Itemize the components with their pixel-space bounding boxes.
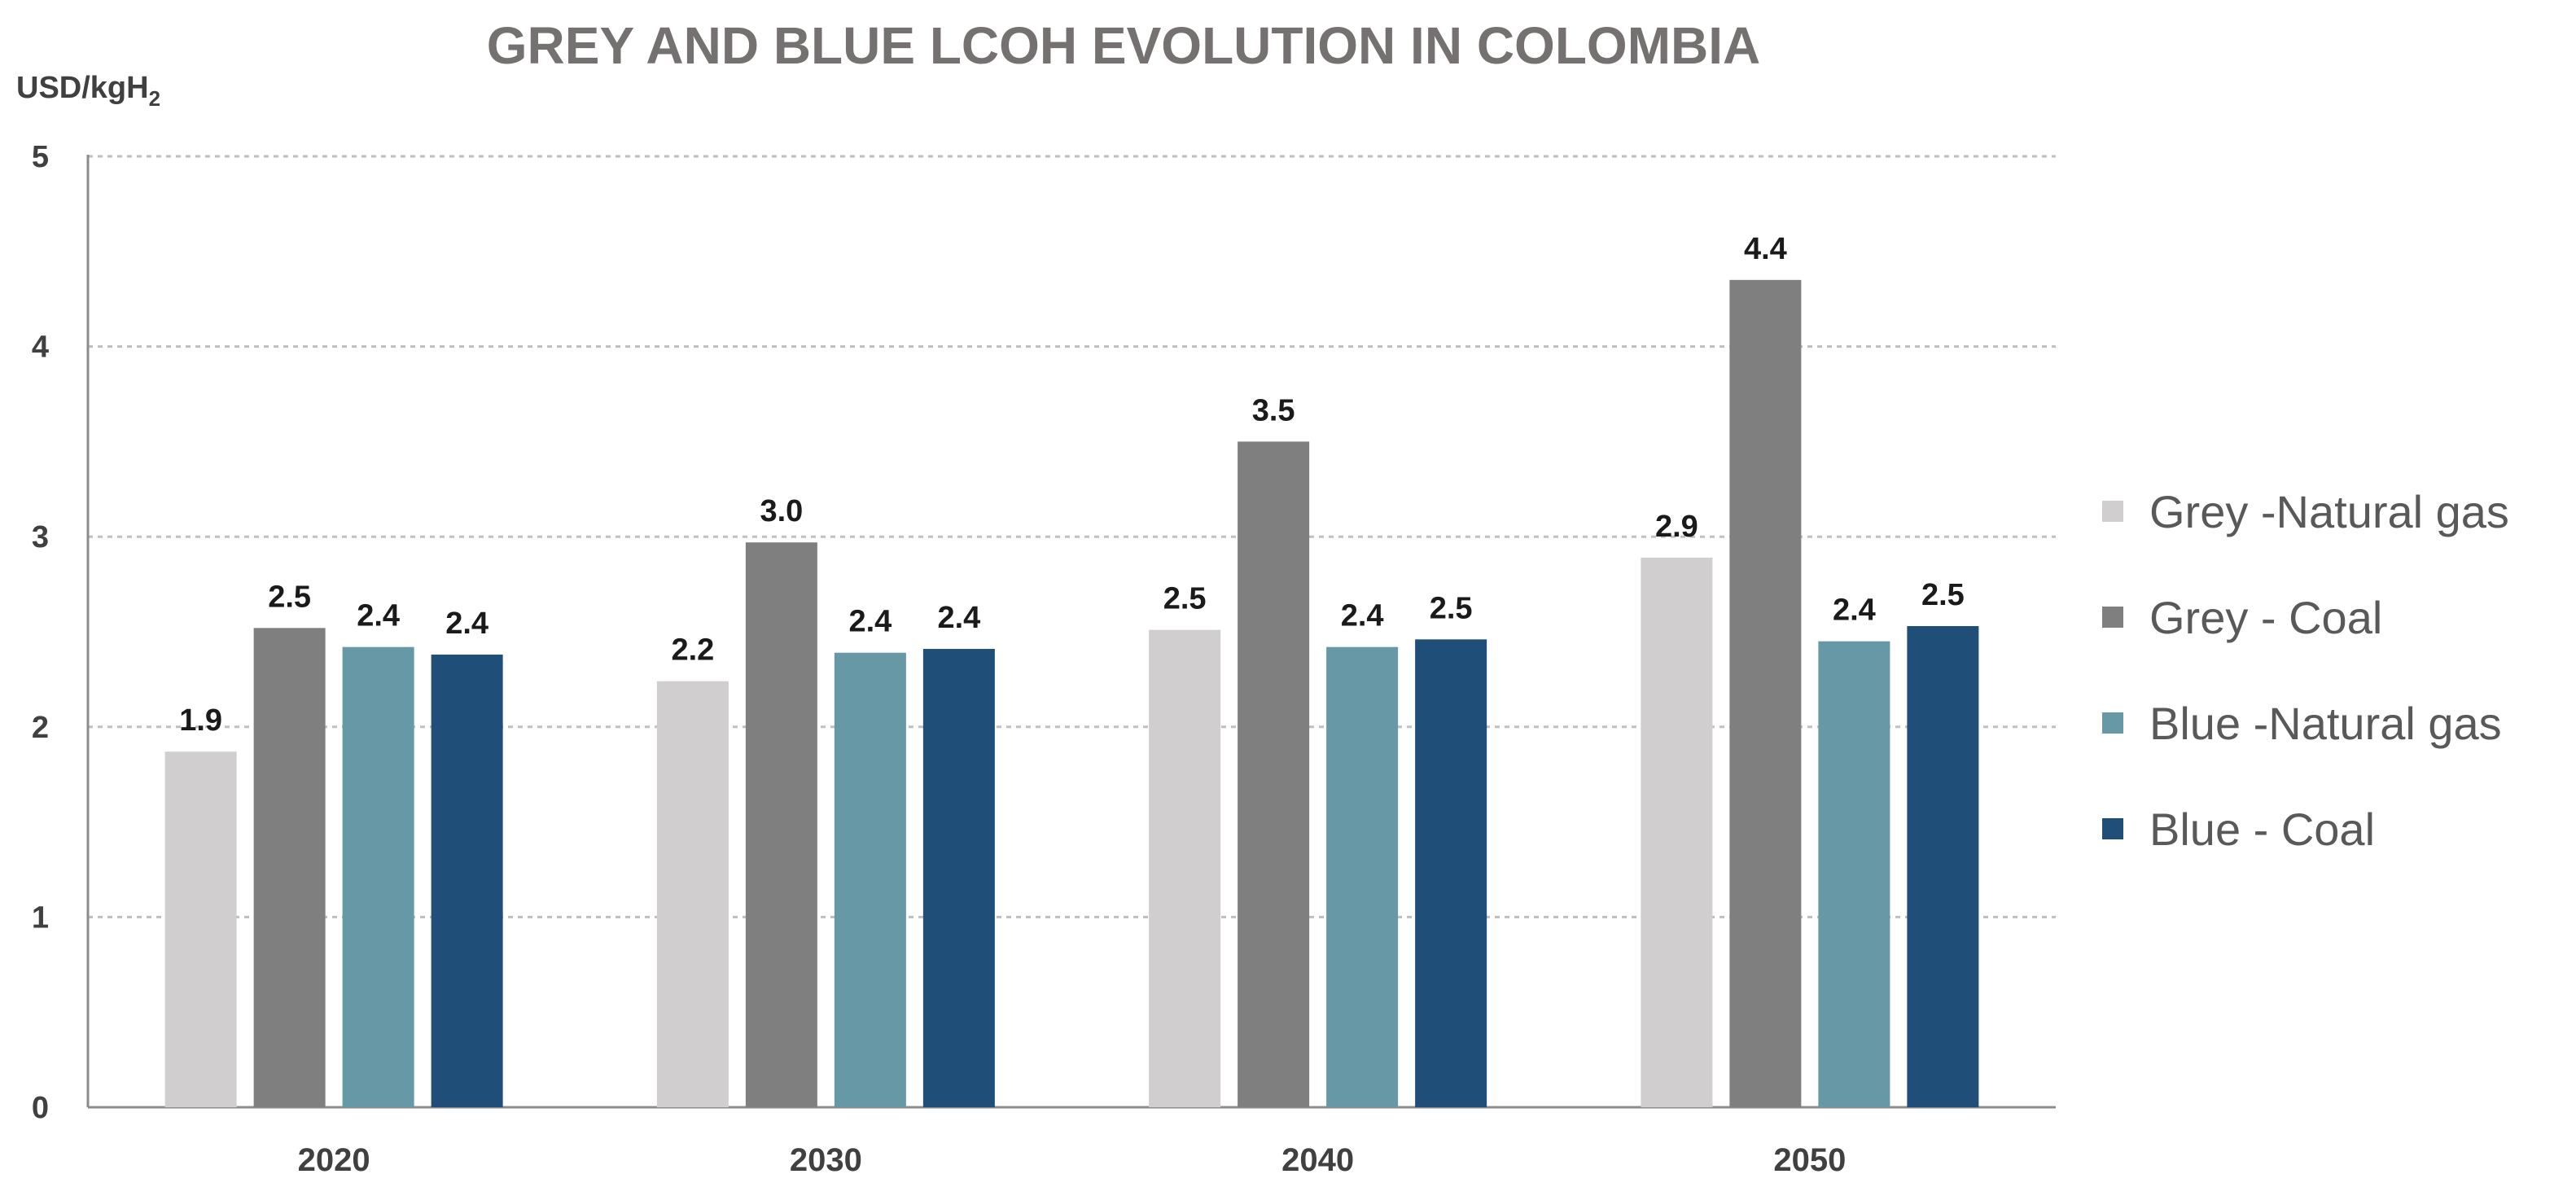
data-label-blue-coal-2020: 2.4 — [445, 607, 488, 641]
data-label-blue-coal-2030: 2.4 — [937, 601, 980, 635]
legend: Grey -Natural gas Grey - Coal Blue -Natura… — [2102, 486, 2509, 855]
chart-title: GREY AND BLUE LCOH EVOLUTION IN COLOMBIA — [487, 16, 1760, 75]
x-tick-label-2020: 2020 — [298, 1142, 370, 1178]
y-tick-label-0: 0 — [32, 1091, 49, 1125]
legend-swatch-blue-coal — [2102, 818, 2123, 839]
y-axis-unit-main: USD/kgH — [16, 71, 149, 105]
bar-grey-coal-2040 — [1238, 441, 1310, 1107]
data-label-grey-natural-gas-2030: 2.2 — [671, 633, 714, 668]
bar-blue-natural-gas-2020 — [342, 646, 414, 1107]
data-label-blue-natural-gas-2020: 2.4 — [357, 599, 400, 633]
x-tick-label-2050: 2050 — [1773, 1142, 1846, 1178]
axes: 0 1 2 3 4 5 2020 2030 2040 2050 — [32, 140, 2056, 1178]
bar-blue-natural-gas-2050 — [1818, 641, 1890, 1107]
data-label-grey-natural-gas-2050: 2.9 — [1655, 510, 1698, 544]
data-label-blue-natural-gas-2030: 2.4 — [848, 605, 892, 639]
x-tick-label-2040: 2040 — [1281, 1142, 1354, 1178]
data-label-grey-coal-2040: 3.5 — [1252, 393, 1295, 427]
data-label-grey-coal-2020: 2.5 — [268, 580, 311, 614]
data-label-blue-coal-2040: 2.5 — [1430, 591, 1473, 625]
bar-grey-natural-gas-2040 — [1149, 629, 1221, 1107]
bar-grey-coal-2050 — [1729, 279, 1802, 1108]
legend-swatch-blue-natural-gas — [2102, 712, 2123, 734]
bars — [164, 279, 1979, 1108]
bar-grey-natural-gas-2050 — [1641, 557, 1713, 1107]
bar-blue-natural-gas-2040 — [1326, 646, 1399, 1107]
data-label-blue-natural-gas-2050: 2.4 — [1833, 594, 1876, 628]
bar-blue-coal-2020 — [431, 655, 503, 1107]
y-tick-label-4: 4 — [32, 331, 49, 365]
y-tick-label-2: 2 — [32, 711, 49, 745]
data-labels: 1.9 2.5 2.4 2.4 2.2 3.0 2.4 2.4 2.5 3.5 2.4 2.5 2.9 4… — [179, 232, 1965, 738]
legend-label-blue-natural-gas: Blue -Natural gas — [2149, 698, 2502, 749]
legend-label-grey-coal: Grey - Coal — [2149, 592, 2382, 643]
y-axis-unit-subscript: 2 — [149, 86, 160, 111]
bar-blue-coal-2040 — [1415, 639, 1487, 1107]
bar-blue-natural-gas-2030 — [834, 652, 906, 1107]
legend-label-grey-natural-gas: Grey -Natural gas — [2149, 486, 2509, 537]
data-label-grey-natural-gas-2040: 2.5 — [1163, 582, 1207, 616]
legend-label-blue-coal: Blue - Coal — [2149, 804, 2375, 855]
bar-blue-coal-2050 — [1907, 625, 1979, 1107]
bar-grey-coal-2020 — [253, 628, 326, 1107]
y-tick-label-3: 3 — [32, 520, 49, 554]
data-label-blue-coal-2050: 2.5 — [1921, 578, 1965, 612]
data-label-grey-natural-gas-2020: 1.9 — [179, 703, 222, 738]
data-label-grey-coal-2030: 3.0 — [760, 494, 803, 528]
bar-grey-natural-gas-2020 — [164, 751, 237, 1107]
bar-grey-natural-gas-2030 — [656, 681, 729, 1107]
data-label-blue-natural-gas-2040: 2.4 — [1341, 599, 1384, 633]
x-tick-label-2030: 2030 — [790, 1142, 862, 1178]
y-tick-label-1: 1 — [32, 900, 49, 935]
bar-grey-coal-2030 — [745, 542, 817, 1107]
y-tick-label-5: 5 — [32, 140, 49, 174]
data-label-grey-coal-2050: 4.4 — [1744, 232, 1787, 266]
legend-swatch-grey-natural-gas — [2102, 501, 2123, 522]
legend-swatch-grey-coal — [2102, 607, 2123, 628]
bar-blue-coal-2030 — [922, 649, 995, 1107]
y-axis-unit-label: USD/kgH2 — [16, 71, 160, 111]
